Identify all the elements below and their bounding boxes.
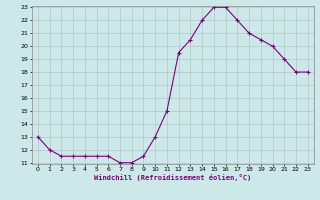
X-axis label: Windchill (Refroidissement éolien,°C): Windchill (Refroidissement éolien,°C) [94, 174, 252, 181]
